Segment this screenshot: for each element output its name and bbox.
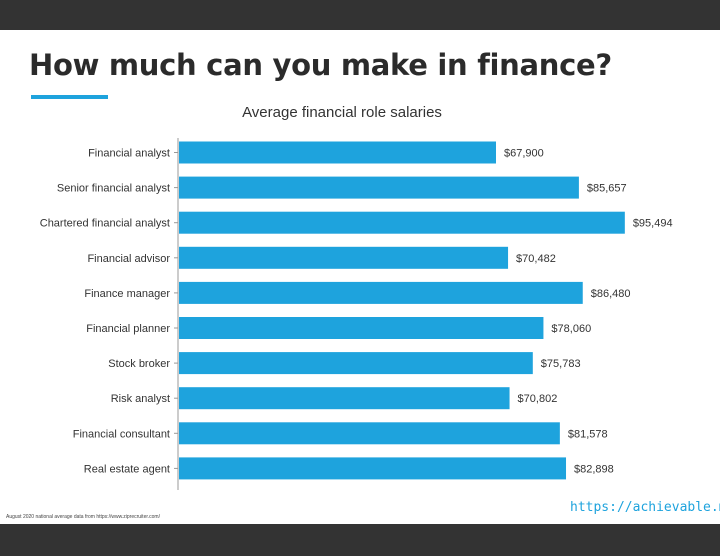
bar	[179, 352, 533, 375]
bar	[179, 176, 579, 199]
category-label: Financial consultant	[73, 428, 170, 440]
bar	[179, 141, 496, 164]
slide: How much can you make in finance? Averag…	[0, 30, 720, 524]
value-label: $82,898	[574, 463, 614, 475]
category-label: Financial analyst	[88, 148, 170, 160]
page-title: How much can you make in finance?	[29, 48, 612, 82]
brand-link[interactable]: https://achievable.me	[570, 500, 720, 515]
bar	[179, 317, 544, 339]
value-label: $85,657	[587, 183, 627, 195]
value-label: $78,060	[551, 323, 591, 335]
value-label: $70,802	[518, 393, 558, 405]
title-underline	[31, 95, 108, 99]
category-label: Chartered financial analyst	[40, 218, 170, 230]
value-label: $86,480	[591, 288, 631, 300]
category-label: Financial advisor	[87, 253, 170, 265]
category-label: Real estate agent	[84, 463, 170, 475]
value-label: $67,900	[504, 148, 544, 160]
value-label: $95,494	[633, 218, 673, 230]
value-label: $70,482	[516, 253, 556, 265]
value-label: $81,578	[568, 428, 608, 440]
category-label: Stock broker	[108, 358, 170, 370]
category-label: Financial planner	[86, 323, 170, 335]
bar	[179, 422, 560, 445]
category-label: Senior financial analyst	[57, 183, 170, 195]
category-label: Risk analyst	[111, 393, 170, 405]
bar	[179, 246, 509, 269]
value-label: $75,783	[541, 358, 581, 370]
source-note: August 2020 national average data from h…	[6, 514, 160, 520]
category-label: Finance manager	[84, 288, 170, 300]
top-frame-bar	[0, 0, 720, 30]
bar	[179, 211, 625, 234]
bottom-frame-bar	[0, 524, 720, 556]
chart-title: Average financial role salaries	[242, 104, 442, 121]
bar	[179, 457, 567, 480]
bar-chart: Financial analyst $67,900 Senior financial…	[40, 138, 673, 490]
bar	[179, 281, 583, 304]
bar	[179, 387, 510, 410]
